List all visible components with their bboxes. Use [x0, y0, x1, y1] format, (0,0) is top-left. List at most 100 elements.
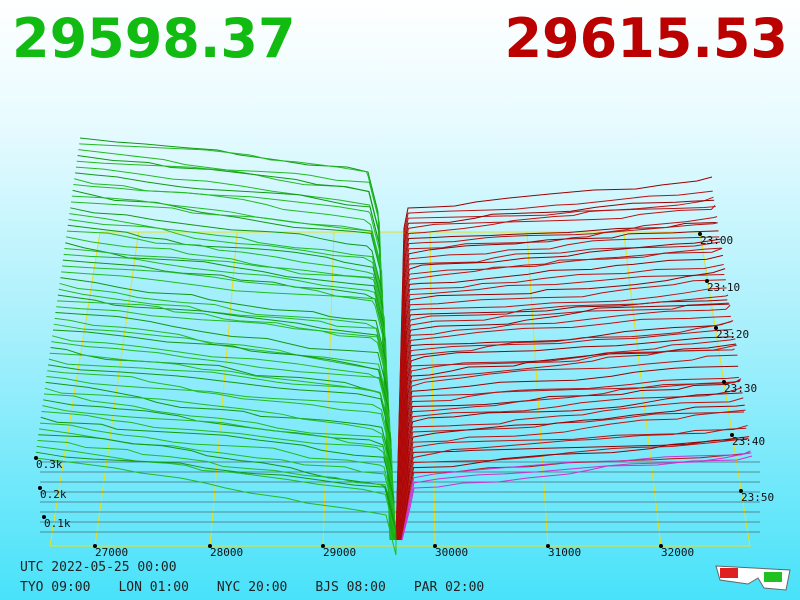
price-label: 30000 [435, 546, 468, 559]
ask-trace [396, 236, 720, 541]
ask-price: 29615.53 [504, 7, 788, 70]
bid-trace [38, 434, 397, 541]
bid-trace [77, 154, 391, 541]
price-grid-line [322, 231, 335, 547]
price-tick [93, 544, 97, 548]
ask-trace [396, 216, 718, 541]
ask-trace [400, 411, 745, 541]
bid-trace [74, 178, 392, 541]
time-tick [739, 489, 743, 493]
bid-trace [36, 445, 397, 541]
bid-trace [56, 306, 394, 541]
depth-label: 0.3k [36, 458, 63, 471]
time-tick [722, 380, 726, 384]
price-grid-line [94, 231, 140, 547]
time-label: 23:40 [732, 435, 765, 448]
bid-trace [68, 218, 393, 541]
price-label: 28000 [210, 546, 243, 559]
time-tick [698, 232, 702, 236]
ask-trace [398, 338, 736, 541]
ask-trace [396, 205, 716, 541]
bid-trace [35, 451, 397, 541]
ask-trace [400, 392, 743, 541]
bid-trace [62, 259, 393, 541]
bid-trace [46, 376, 395, 541]
ask-trace [401, 436, 750, 541]
bid-price: 29598.37 [12, 7, 296, 70]
bid-trace [63, 253, 393, 541]
bid-trace [39, 422, 396, 541]
time-label: 23:10 [707, 281, 740, 294]
time-tick [705, 279, 709, 283]
time-label: 23:30 [724, 382, 757, 395]
depth-tick [38, 486, 42, 490]
time-tick [730, 433, 734, 437]
bid-trace [72, 189, 392, 541]
time-label: 23:20 [716, 328, 749, 341]
ask-trace [399, 344, 737, 541]
ask-trace [400, 424, 748, 541]
depth-label: 0.2k [40, 488, 67, 501]
bid-trace [75, 166, 392, 541]
ask-trace [398, 329, 733, 541]
ask-trace [396, 238, 721, 541]
bid-trace [67, 224, 393, 541]
time-label: 23:50 [741, 491, 774, 504]
price-label: 31000 [548, 546, 581, 559]
ask-trace [398, 320, 734, 541]
bid-trace [43, 399, 396, 541]
ask-trace [398, 304, 731, 541]
price-label: 27000 [95, 546, 128, 559]
ask-trace [397, 274, 725, 541]
bid-trace [70, 207, 392, 541]
bid-trace [48, 358, 395, 541]
bid-trace [47, 370, 395, 541]
price-grid-line [623, 231, 662, 547]
ask-trace [399, 378, 742, 541]
lens-red [720, 568, 738, 578]
price-tick [321, 544, 325, 548]
ask-trace [400, 404, 745, 541]
time-zones: TYO 09:00 LON 01:00 NYC 20:00 BJS 08:00 PAR … [20, 580, 512, 595]
bid-trace [61, 271, 394, 541]
ask-trace [398, 336, 734, 541]
ask-trace [395, 176, 713, 541]
ask-trace [397, 247, 723, 541]
ask-trace [395, 196, 714, 541]
bid-trace [51, 341, 395, 541]
ask-trace [397, 294, 729, 541]
bid-trace [75, 172, 392, 541]
bid-trace [66, 230, 393, 541]
bid-trace [41, 410, 396, 541]
bid-trace [58, 288, 394, 541]
price-label: 29000 [323, 546, 356, 559]
ask-trace [396, 241, 721, 541]
ask-trace [401, 452, 752, 541]
zone-time: BJS 08:00 [315, 580, 386, 595]
bid-trace [44, 387, 396, 541]
bid-trace [57, 300, 394, 541]
bid-trace [43, 393, 396, 541]
price-tick [546, 544, 550, 548]
bid-trace [69, 213, 392, 541]
ask-trace [401, 452, 750, 541]
ask-trace [400, 427, 747, 541]
bid-trace [48, 364, 395, 541]
bid-trace [64, 248, 393, 541]
bid-trace [70, 201, 392, 541]
bid-trace [57, 294, 394, 541]
ask-trace [399, 387, 742, 541]
ask-trace [399, 343, 737, 541]
ask-trace [397, 254, 724, 541]
ask-trace [400, 409, 746, 541]
ask-trace [398, 315, 731, 541]
ask-trace [396, 230, 719, 541]
ask-trace [397, 279, 726, 541]
utc-time: UTC 2022-05-25 00:00 [20, 560, 177, 575]
price-label: 32000 [661, 546, 694, 559]
time-label: 23:00 [700, 234, 733, 247]
bid-trace [52, 329, 395, 541]
bid-trace [59, 282, 394, 541]
